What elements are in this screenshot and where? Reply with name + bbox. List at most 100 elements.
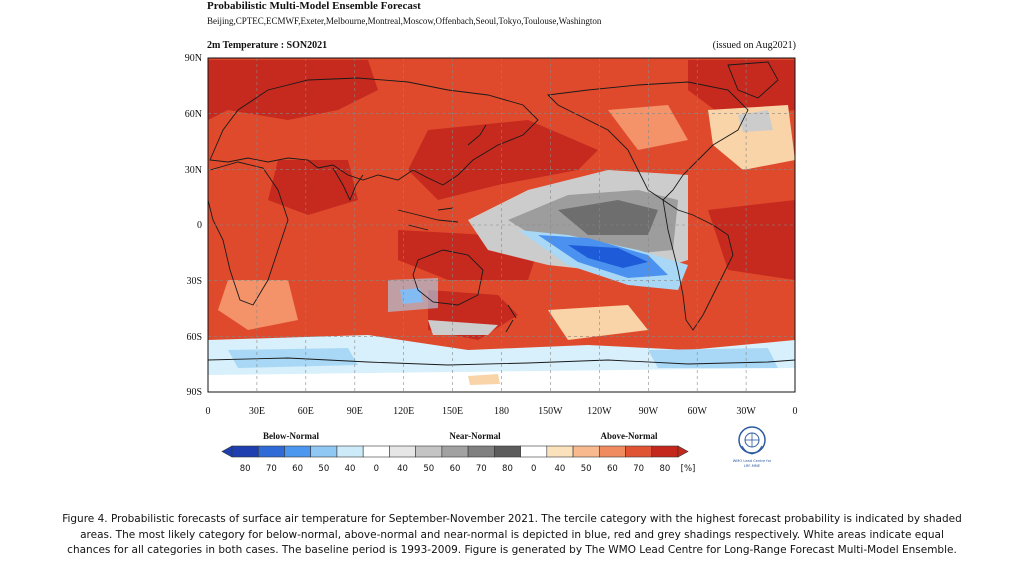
legend-near-label: Near-Normal — [449, 431, 501, 441]
coastline-australia — [412, 249, 484, 306]
lon-tick: 30W — [736, 406, 756, 417]
lat-tick: 90N — [185, 53, 202, 64]
colorbar-swatch — [284, 445, 312, 458]
coastline-indonesia — [397, 207, 459, 231]
colorbar-swatch — [310, 445, 338, 458]
colorbar-swatch — [520, 445, 548, 458]
colorbar-arrow-right — [677, 445, 689, 458]
colorbar-swatch — [336, 445, 364, 458]
shade-above-pale — [608, 105, 688, 150]
shade-above-dark — [708, 200, 795, 280]
colorbar-tick-label: 70 — [476, 464, 487, 474]
lon-tick: 120E — [393, 406, 414, 417]
colorbar-swatch — [572, 445, 600, 458]
colorbar-swatch — [441, 445, 469, 458]
colorbar-unit: [%] — [681, 464, 696, 474]
shade-near-light — [428, 320, 498, 335]
lon-tick: 90E — [347, 406, 363, 417]
figure-title: Probabilistic Multi-Model Ensemble Forec… — [207, 0, 421, 12]
coastline-greenland — [727, 61, 779, 99]
colorbar-swatch — [625, 445, 653, 458]
shade-above-dark — [408, 120, 598, 200]
shade-below-light — [648, 348, 778, 368]
colorbar-tick-label: 80 — [659, 464, 670, 474]
contributing-centres: Beijing,CPTEC,ECMWF,Exeter,Melbourne,Mon… — [207, 16, 602, 26]
colorbar-tick-label: 70 — [266, 464, 277, 474]
lat-tick: 0 — [197, 220, 202, 231]
forecast-map: 90N 60N 30N 0 30S 60S 90S 0 30E 60E 90E … — [185, 53, 798, 417]
colorbar-swatch — [231, 445, 259, 458]
colorbar-swatch — [467, 445, 495, 458]
lon-tick: 180 — [494, 406, 509, 417]
map-variable-label: 2m Temperature : SON2021 — [207, 40, 328, 51]
logo-line: LRF-MME — [744, 464, 761, 468]
colorbar-tick-label: 50 — [581, 464, 592, 474]
lon-tick: 60W — [687, 406, 707, 417]
lon-tick: 60E — [298, 406, 314, 417]
colorbar-swatch — [494, 445, 521, 458]
coastline-new-zealand — [505, 304, 517, 333]
shade-above-dark — [268, 160, 358, 215]
wmo-emblem-icon: WMO Lead Centre for LRF-MME — [733, 426, 772, 468]
colorbar-tick-label: 40 — [555, 464, 566, 474]
colorbar-tick-label: 60 — [450, 464, 461, 474]
colorbar-swatch — [257, 445, 285, 458]
lon-tick: 0 — [206, 406, 211, 417]
coastline-eurasia — [209, 77, 539, 186]
lat-tick: 90S — [186, 387, 202, 398]
colorbar-tick-label: 0 — [531, 464, 536, 474]
colorbar-tick-label: 50 — [423, 464, 434, 474]
colorbar-tick-label: 60 — [607, 464, 618, 474]
colorbar-ticks: 80 70 60 50 40 0 40 50 60 70 80 0 40 50 60 70 80 — [240, 464, 671, 474]
coastline-japan — [467, 124, 487, 146]
colorbar-tick-label: 50 — [318, 464, 329, 474]
map-frame — [207, 57, 796, 393]
map-grid — [208, 58, 795, 392]
colorbar-tick-label: 40 — [345, 464, 356, 474]
lon-tick: 30E — [249, 406, 265, 417]
colorbar-swatch — [415, 445, 443, 458]
coastlines — [208, 61, 795, 366]
colorbar-swatch — [598, 445, 626, 458]
colorbar-swatch — [389, 445, 416, 458]
shade-equal-chances — [208, 368, 795, 392]
shade-near-light — [738, 110, 773, 132]
lat-tick: 30S — [186, 276, 202, 287]
shade-above-pale — [218, 280, 298, 330]
colorbar-tick-label: 80 — [240, 464, 251, 474]
figure-caption: Figure 4. Probabilistic forecasts of sur… — [62, 513, 962, 556]
lon-tick: 0 — [793, 406, 798, 417]
colorbar-swatch — [546, 445, 574, 458]
lat-tick: 60S — [186, 332, 202, 343]
colorbar-tick-label: 40 — [397, 464, 408, 474]
colorbar-tick-label: 0 — [374, 464, 379, 474]
colorbar-swatch — [362, 445, 390, 458]
colorbar-swatches — [221, 445, 689, 458]
issued-label: (issued on Aug2021) — [712, 40, 796, 51]
legend-below-label: Below-Normal — [263, 431, 319, 441]
colorbar-tick-label: 80 — [502, 464, 513, 474]
colorbar-tick-label: 70 — [633, 464, 644, 474]
logo-line: WMO Lead Centre for — [733, 459, 772, 463]
lon-axis: 0 30E 60E 90E 120E 150E 180 150W 120W 90… — [206, 406, 798, 417]
lon-tick: 120W — [587, 406, 612, 417]
shade-above-dark — [208, 60, 378, 120]
shade-above-pale — [468, 374, 500, 385]
lat-tick: 60N — [185, 109, 202, 120]
legend-above-label: Above-Normal — [601, 431, 658, 441]
shade-above-pale — [708, 105, 795, 170]
colorbar-swatch — [651, 445, 679, 458]
lon-tick: 150W — [538, 406, 563, 417]
coastline-south-america — [662, 199, 734, 331]
coastline-antarctica — [208, 357, 795, 366]
colorbar-arrow-left — [221, 445, 233, 458]
lat-tick: 30N — [185, 165, 202, 176]
shade-above-dark — [688, 60, 795, 120]
lon-tick: 150E — [442, 406, 463, 417]
shade-below-light — [388, 278, 438, 312]
coastline-africa — [208, 161, 289, 306]
lat-axis: 90N 60N 30N 0 30S 60S 90S — [185, 53, 202, 398]
colorbar-tick-label: 60 — [292, 464, 303, 474]
shade-above-pale — [548, 305, 648, 340]
shade-near-dark — [558, 200, 658, 235]
